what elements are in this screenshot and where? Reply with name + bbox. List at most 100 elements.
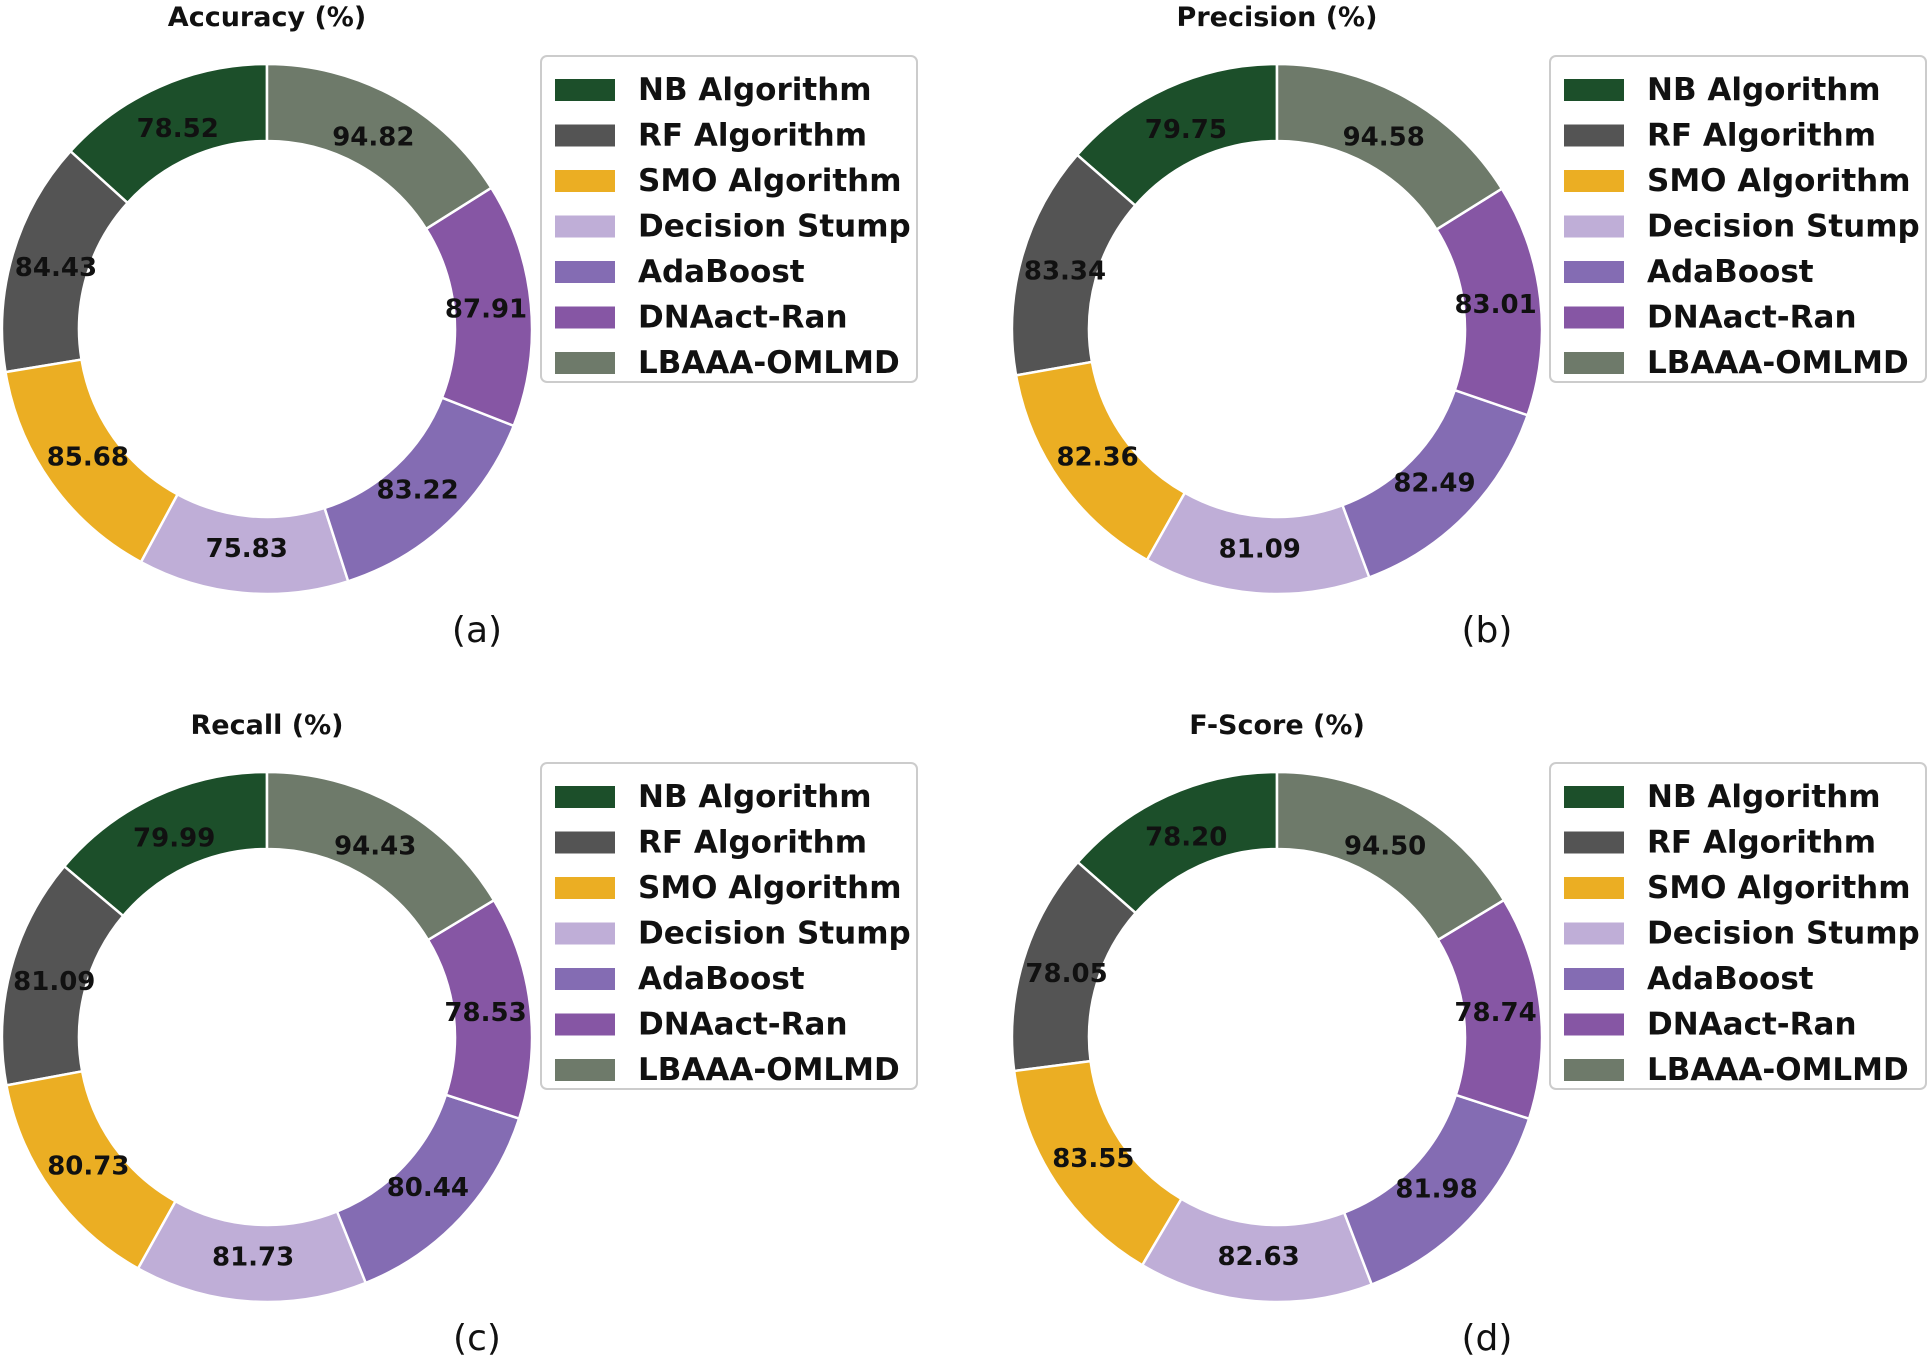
- panel-label: (d): [1462, 1318, 1513, 1359]
- legend-entry: SMO Algorithm: [638, 163, 902, 199]
- data-label: 81.09: [1219, 534, 1301, 564]
- legend-swatch: [1564, 124, 1624, 147]
- legend: NB Algorithm RF Algorithm SMO Algorithm Dec…: [1549, 55, 1927, 383]
- panel-label: (a): [452, 610, 502, 651]
- data-label: 79.75: [1145, 115, 1227, 145]
- legend-swatch: [555, 968, 615, 990]
- legend-entry: Decision Stump: [1647, 916, 1920, 952]
- legend-swatch: [555, 124, 615, 147]
- legend-swatch: [1564, 215, 1624, 238]
- legend-swatch: [1564, 261, 1624, 283]
- legend-swatch: [555, 352, 615, 374]
- data-label: 78.52: [137, 114, 219, 144]
- legend-entry: AdaBoost: [1647, 961, 1814, 997]
- chart-panel-a: Accuracy (%) 78.52 84.43 85.68 75.83 83.22 87.…: [0, 2, 918, 651]
- data-label: 94.58: [1343, 123, 1425, 153]
- legend-swatch: [1564, 170, 1624, 192]
- legend-swatch: [1564, 1013, 1624, 1036]
- legend-entry: LBAAA-OMLMD: [1647, 1052, 1909, 1088]
- legend-entry: NB Algorithm: [638, 779, 872, 815]
- data-label: 94.50: [1344, 831, 1426, 861]
- data-label: 79.99: [133, 824, 215, 854]
- legend-frame: [1549, 762, 1927, 1090]
- legend-swatch: [555, 1013, 615, 1036]
- legend-swatch: [1564, 1059, 1624, 1081]
- legend-entry: AdaBoost: [1647, 254, 1814, 290]
- legend-entry: SMO Algorithm: [1647, 870, 1911, 906]
- data-label: 81.73: [212, 1243, 294, 1273]
- legend: NB Algorithm RF Algorithm SMO Algorithm Dec…: [1549, 762, 1927, 1090]
- legend-entry: DNAact-Ran: [1647, 300, 1857, 336]
- legend-frame: [540, 762, 918, 1090]
- legend-swatch: [1564, 831, 1624, 854]
- data-label: 80.44: [387, 1173, 469, 1203]
- legend-swatch: [555, 786, 615, 808]
- legend-entry: RF Algorithm: [1647, 118, 1876, 154]
- legend-swatch: [555, 831, 615, 854]
- legend-entry: LBAAA-OMLMD: [638, 1052, 900, 1088]
- legend-swatch: [555, 306, 615, 329]
- panel-label: (c): [453, 1318, 501, 1359]
- legend-entry: RF Algorithm: [638, 118, 867, 154]
- data-label: 78.74: [1454, 998, 1536, 1028]
- legend-entry: SMO Algorithm: [638, 870, 902, 906]
- chart-panel-d: F-Score (%) 78.20 78.05 83.55 82.63 81.98 78.7…: [1010, 710, 1927, 1359]
- legend-swatch: [555, 1059, 615, 1081]
- legend-entry: LBAAA-OMLMD: [638, 345, 900, 381]
- data-label: 94.43: [334, 831, 416, 861]
- legend-swatch: [1564, 877, 1624, 899]
- donut-slice-lbaaa-omlmd: [265, 770, 496, 942]
- legend-entry: Decision Stump: [638, 916, 911, 952]
- data-label: 83.22: [377, 475, 459, 505]
- chart-title: Accuracy (%): [168, 2, 366, 33]
- data-label: 87.91: [445, 294, 527, 324]
- legend-entry: NB Algorithm: [1647, 779, 1881, 815]
- panel-label: (b): [1462, 610, 1513, 651]
- legend-entry: AdaBoost: [638, 254, 805, 290]
- data-label: 81.09: [13, 967, 95, 997]
- legend-swatch: [555, 79, 615, 101]
- data-label: 81.98: [1395, 1174, 1477, 1204]
- legend-entry: Decision Stump: [638, 209, 911, 245]
- legend-swatch: [555, 922, 615, 945]
- data-label: 83.55: [1052, 1144, 1134, 1174]
- legend-entry: DNAact-Ran: [638, 300, 848, 336]
- legend: NB Algorithm RF Algorithm SMO Algorithm Dec…: [540, 55, 918, 383]
- donut-slice-lbaaa-omlmd: [1275, 770, 1506, 942]
- legend-entry: DNAact-Ran: [1647, 1007, 1857, 1043]
- data-label: 84.43: [15, 253, 97, 283]
- legend-swatch: [555, 877, 615, 899]
- chart-title: Recall (%): [191, 710, 344, 741]
- legend-swatch: [555, 261, 615, 283]
- legend-entry: DNAact-Ran: [638, 1007, 848, 1043]
- data-label: 94.82: [332, 122, 414, 152]
- legend-entry: Decision Stump: [1647, 209, 1920, 245]
- legend-swatch: [555, 215, 615, 238]
- chart-title: Precision (%): [1177, 2, 1378, 33]
- donut-slice-lbaaa-omlmd: [1275, 62, 1504, 232]
- legend-entry: LBAAA-OMLMD: [1647, 345, 1909, 381]
- legend-swatch: [1564, 922, 1624, 945]
- legend-swatch: [1564, 352, 1624, 374]
- data-label: 82.36: [1056, 442, 1138, 472]
- data-label: 75.83: [206, 534, 288, 564]
- legend-swatch: [1564, 306, 1624, 329]
- legend: NB Algorithm RF Algorithm SMO Algorithm Dec…: [540, 762, 918, 1090]
- legend-entry: AdaBoost: [638, 961, 805, 997]
- data-label: 78.05: [1025, 959, 1107, 989]
- legend-entry: SMO Algorithm: [1647, 163, 1911, 199]
- data-label: 78.53: [444, 998, 526, 1028]
- legend-frame: [1549, 55, 1927, 383]
- legend-swatch: [1564, 786, 1624, 808]
- data-label: 78.20: [1145, 823, 1227, 853]
- data-label: 80.73: [47, 1151, 129, 1181]
- chart-panel-c: Recall (%) 79.99 81.09 80.73 81.73 80.44 78.53…: [0, 710, 918, 1359]
- data-label: 83.34: [1024, 256, 1106, 286]
- legend-entry: NB Algorithm: [1647, 72, 1881, 108]
- data-label: 85.68: [47, 443, 129, 473]
- legend-frame: [540, 55, 918, 383]
- legend-swatch: [1564, 968, 1624, 990]
- legend-entry: NB Algorithm: [638, 72, 872, 108]
- data-label: 82.63: [1217, 1242, 1299, 1272]
